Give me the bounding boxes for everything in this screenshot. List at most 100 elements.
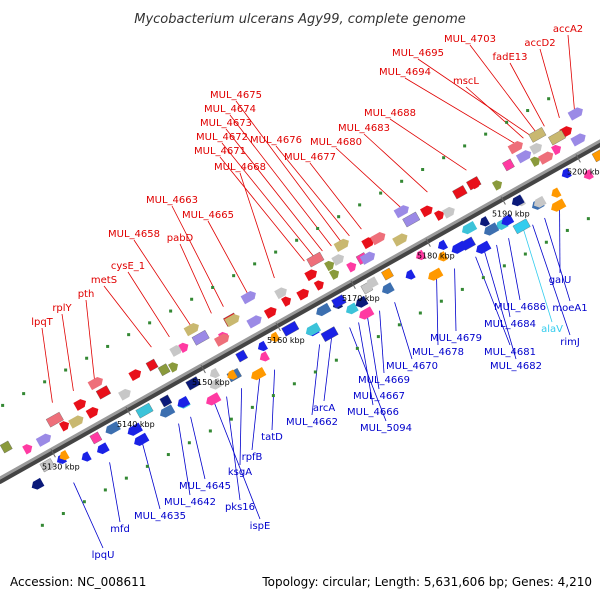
gene-arrow — [206, 392, 222, 406]
gene-feature — [281, 296, 292, 307]
gene-feature — [87, 376, 103, 391]
gene-label: MUL_4635 — [134, 511, 186, 522]
guide-dot — [229, 417, 233, 421]
leader-line — [358, 322, 374, 406]
gene-feature — [274, 287, 287, 300]
guide-dot — [145, 464, 149, 468]
kbp-label: 5140 kbp — [117, 420, 155, 429]
gene-arrow — [183, 323, 199, 337]
gene-label: MUL_4642 — [164, 497, 216, 508]
gene-label: metS — [91, 275, 117, 286]
gene-feature — [206, 392, 222, 406]
gene-feature — [583, 169, 594, 180]
guide-dot — [40, 523, 44, 527]
gene-arrow — [134, 432, 150, 446]
gene-arrow — [428, 267, 444, 281]
guide-dot — [505, 120, 509, 124]
gene-feature — [305, 322, 322, 336]
gene-feature — [361, 237, 374, 250]
leader-line — [367, 317, 380, 390]
gene-arrow — [469, 178, 480, 190]
gene-arrow — [420, 205, 433, 218]
gene-arrow — [346, 302, 359, 315]
gene-block — [135, 402, 154, 419]
gene-arrow — [567, 107, 583, 121]
gene-feature — [437, 239, 448, 251]
gene-arrow — [561, 167, 572, 179]
leader-line — [311, 344, 320, 416]
leader-line — [239, 172, 275, 279]
gene-feature — [346, 302, 359, 315]
leader-line — [271, 369, 275, 431]
gene-arrow — [209, 377, 223, 390]
gene-feature — [324, 260, 335, 272]
gene-arrow — [305, 322, 322, 336]
gene-feature — [127, 422, 143, 436]
gene-feature — [68, 415, 84, 429]
gene-arrow — [68, 415, 84, 429]
kbp-tick — [575, 154, 581, 163]
gene-label: MUL_4662 — [286, 417, 338, 428]
gene-feature — [240, 291, 256, 305]
gene-feature — [331, 294, 347, 309]
gene-arrow — [451, 240, 467, 254]
gene-arrow — [240, 291, 256, 305]
guide-dot — [421, 168, 425, 172]
gene-arrow — [324, 260, 335, 272]
leader-line — [404, 77, 515, 144]
gene-feature — [331, 254, 344, 266]
guide-dot — [334, 358, 338, 362]
gene-feature — [89, 431, 103, 445]
gene-arrow — [370, 232, 386, 246]
gene-feature — [502, 158, 515, 172]
gene-label: MUL_4683 — [338, 123, 390, 134]
gene-feature — [591, 149, 600, 163]
gene-label: MUL_4681 — [484, 347, 536, 358]
leader-line — [335, 147, 401, 208]
guide-dot — [544, 240, 548, 244]
gene-feature — [359, 251, 376, 265]
kbp-tick — [200, 364, 206, 374]
gene-feature — [159, 394, 173, 408]
gene-feature — [501, 214, 515, 226]
gene-label: pks16 — [225, 502, 255, 513]
gene-feature — [257, 340, 268, 352]
guide-dot — [166, 453, 170, 457]
gene-feature — [355, 295, 369, 308]
guide-dot — [442, 156, 446, 160]
guide-dot — [586, 217, 590, 221]
gene-labels: lpqT rplY pth metS cysE_1 MUL_4658 pabD MUL_466… — [31, 24, 587, 561]
gene-arrow — [530, 156, 541, 167]
leader-line — [309, 162, 362, 230]
gene-label: MUL_4682 — [490, 361, 542, 372]
gene-feature — [178, 342, 189, 354]
kbp-label: 5150 kbp — [192, 378, 230, 387]
gene-arrow — [501, 214, 515, 226]
guide-dot — [82, 500, 86, 504]
genome-stats-text: Topology: circular; Length: 5,631,606 bp… — [261, 575, 592, 589]
guide-dot — [400, 179, 404, 183]
gene-feature — [209, 377, 223, 390]
guide-dot — [337, 215, 341, 219]
leader-line — [454, 268, 457, 332]
leader-line — [251, 378, 260, 451]
gene-feature — [507, 141, 523, 155]
gene-feature — [428, 267, 444, 281]
leader-line — [275, 145, 350, 237]
gene-arrow — [359, 306, 375, 320]
leader-line — [323, 337, 332, 402]
guide-dot — [292, 382, 296, 386]
gene-feature — [59, 421, 70, 432]
guide-dot — [316, 226, 320, 230]
kbp-ticks: 5130 kbp 5140 kbp 5150 kbp 5160 kbp 5170 kbp… — [42, 154, 600, 471]
gene-feature — [281, 320, 300, 337]
gene-feature — [381, 267, 394, 281]
leader-line — [379, 310, 385, 374]
gene-arrow — [167, 362, 179, 373]
leader-line — [219, 156, 305, 262]
gene-label: MUL_4668 — [214, 162, 266, 173]
gene-feature — [95, 385, 112, 400]
kbp-tick — [125, 406, 131, 416]
gene-arrow — [22, 444, 33, 455]
guide-dot — [295, 238, 299, 242]
